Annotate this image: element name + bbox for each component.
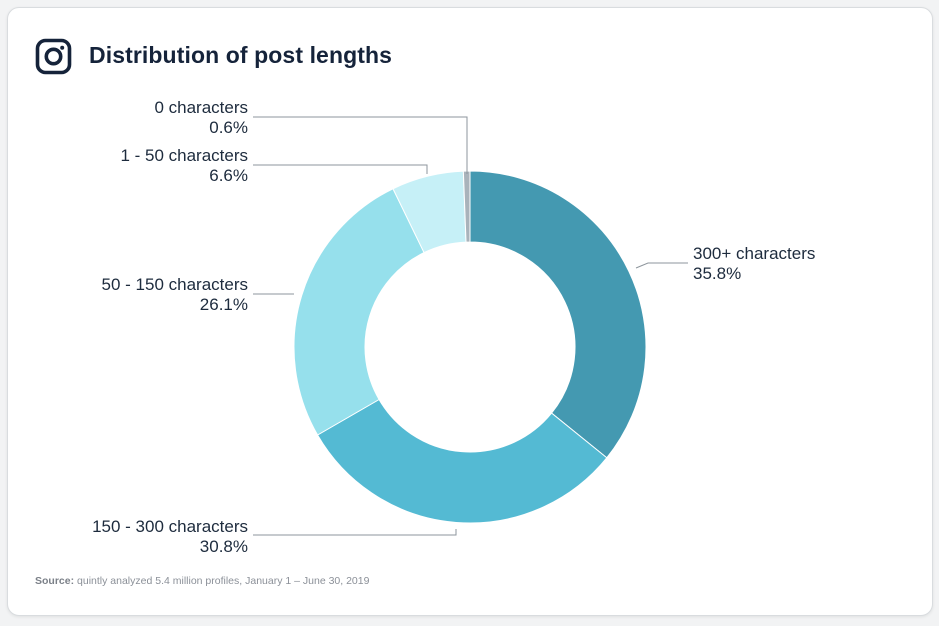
label-1-50-characters: 1 - 50 characters bbox=[120, 146, 248, 165]
slice-0-characters bbox=[462, 170, 471, 243]
source-note: Source: quintly analyzed 5.4 million pro… bbox=[35, 575, 369, 587]
value-label-1-50-characters: 6.6% bbox=[209, 166, 248, 185]
leader-line-1-50-characters bbox=[253, 164, 428, 174]
label-150-300-characters: 150 - 300 characters bbox=[92, 517, 248, 536]
instagram-icon bbox=[35, 38, 72, 75]
value-label-300-characters: 35.8% bbox=[693, 264, 741, 283]
leader-line-0-characters bbox=[253, 116, 468, 174]
value-label-0-characters: 0.6% bbox=[209, 118, 248, 137]
leader-line-150-300-characters bbox=[253, 529, 457, 536]
leader-line-300-characters bbox=[635, 262, 688, 269]
label-300-characters: 300+ characters bbox=[693, 244, 815, 263]
chart-card: Distribution of post lengths 300+ charac… bbox=[7, 7, 933, 616]
label-0-characters: 0 characters bbox=[154, 98, 248, 117]
chart-title: Distribution of post lengths bbox=[89, 42, 393, 68]
source-label: Source: bbox=[35, 575, 75, 587]
slice-150-300-characters bbox=[316, 398, 608, 524]
source-text: quintly analyzed 5.4 million profiles, J… bbox=[74, 575, 370, 587]
slice-50-150-characters bbox=[293, 188, 425, 436]
value-label-50-150-characters: 26.1% bbox=[200, 295, 248, 314]
label-50-150-characters: 50 - 150 characters bbox=[102, 275, 248, 294]
slice-300-characters bbox=[469, 170, 647, 459]
value-label-150-300-characters: 30.8% bbox=[200, 537, 248, 556]
